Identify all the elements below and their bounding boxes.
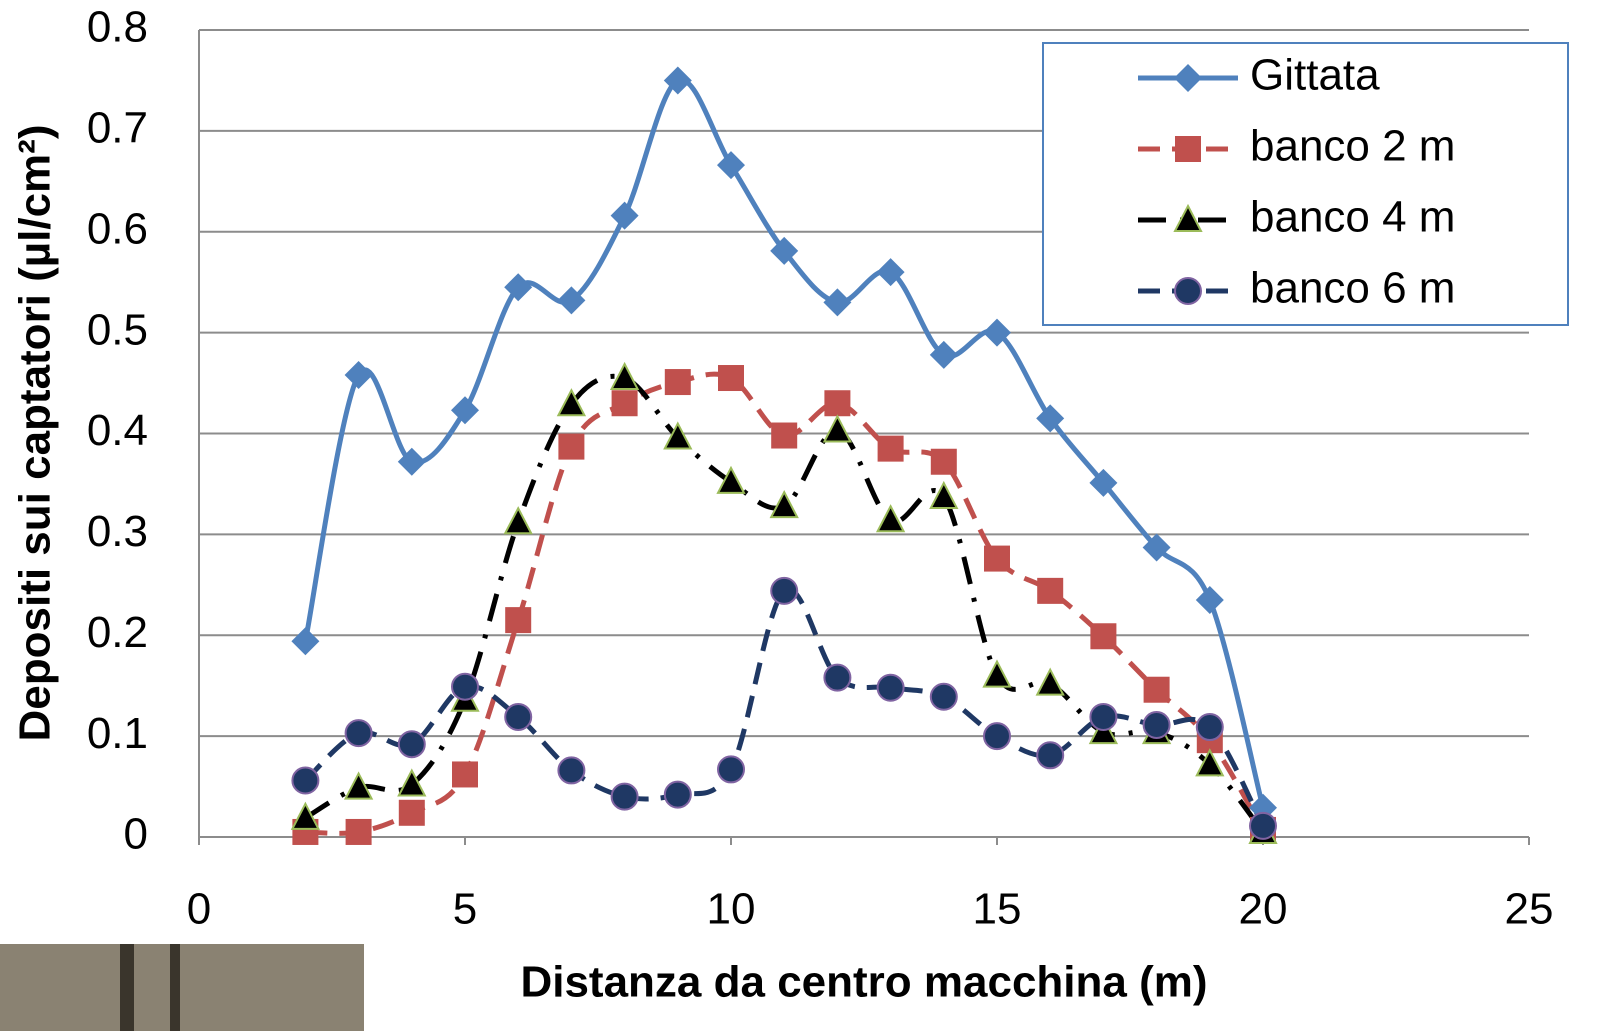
- marker: [1143, 676, 1170, 703]
- marker: [769, 489, 799, 519]
- marker: [982, 659, 1012, 688]
- marker: [1090, 623, 1117, 650]
- photo-fragment: [0, 944, 364, 1031]
- marker: [452, 761, 478, 788]
- marker: [1036, 741, 1065, 770]
- x-tick-label: 20: [1239, 885, 1288, 934]
- marker: [877, 435, 904, 462]
- marker: [1089, 468, 1118, 497]
- x-tick-label: 15: [973, 885, 1022, 934]
- marker: [929, 682, 958, 711]
- marker: [770, 576, 799, 605]
- marker: [397, 768, 427, 797]
- marker: [823, 288, 852, 317]
- marker: [611, 390, 638, 417]
- marker: [1036, 404, 1065, 433]
- marker: [291, 627, 320, 656]
- legend-label: banco 6 m: [1250, 264, 1455, 313]
- marker: [663, 66, 692, 95]
- marker: [770, 236, 799, 265]
- x-tick-label: 5: [453, 885, 477, 934]
- y-tick-label: 0.7: [87, 104, 148, 153]
- marker: [875, 504, 906, 533]
- marker: [984, 545, 1010, 572]
- marker: [1175, 136, 1201, 162]
- x-axis-label: Distanza da centro macchina (m): [520, 958, 1207, 1007]
- y-axis-label: Depositi sui captatori (µl/cm²): [11, 125, 60, 742]
- marker: [1174, 64, 1202, 92]
- x-tick-label: 10: [707, 885, 756, 934]
- y-tick-label: 0.6: [87, 204, 148, 253]
- marker: [929, 480, 959, 510]
- marker: [503, 506, 533, 535]
- legend-box: [1042, 42, 1569, 326]
- marker: [398, 799, 425, 826]
- legend-label: banco 2 m: [1250, 122, 1455, 171]
- marker: [717, 755, 745, 784]
- photo-fragment: [170, 944, 180, 1031]
- marker: [876, 258, 905, 287]
- marker: [663, 421, 693, 450]
- y-tick-label: 0.4: [87, 406, 148, 455]
- marker: [505, 607, 532, 634]
- marker: [557, 286, 586, 315]
- marker: [557, 756, 586, 785]
- marker: [1035, 667, 1065, 696]
- series-line: [303, 586, 1266, 828]
- photo-fragment: [120, 944, 134, 1031]
- y-tick-label: 0: [124, 810, 148, 859]
- y-tick-label: 0.5: [87, 305, 148, 354]
- marker: [504, 273, 533, 302]
- marker: [344, 360, 373, 389]
- y-tick-label: 0.2: [87, 608, 148, 657]
- marker: [556, 388, 587, 417]
- marker: [1089, 702, 1118, 731]
- y-tick-label: 0.8: [87, 3, 148, 52]
- marker: [344, 719, 373, 748]
- marker: [558, 433, 585, 460]
- legend-label: banco 4 m: [1250, 193, 1455, 242]
- marker: [290, 801, 321, 830]
- marker: [1142, 711, 1171, 740]
- marker: [1195, 713, 1224, 742]
- marker: [930, 448, 957, 475]
- y-tick-label: 0.1: [87, 709, 148, 758]
- marker: [291, 766, 320, 795]
- marker: [823, 663, 852, 692]
- marker: [1142, 533, 1171, 562]
- y-tick-label: 0.3: [87, 507, 148, 556]
- marker: [1173, 203, 1203, 232]
- marker: [716, 465, 746, 494]
- marker: [1174, 277, 1202, 305]
- marker: [822, 414, 853, 443]
- marker: [610, 782, 639, 811]
- marker: [876, 673, 905, 702]
- marker: [343, 771, 374, 800]
- marker: [663, 780, 692, 809]
- marker: [929, 340, 958, 369]
- marker: [610, 201, 639, 230]
- marker: [824, 390, 851, 417]
- marker: [397, 730, 426, 759]
- marker: [609, 361, 640, 391]
- marker: [717, 151, 745, 180]
- marker: [451, 396, 479, 425]
- marker: [451, 672, 479, 701]
- marker: [983, 318, 1011, 347]
- marker: [504, 702, 533, 731]
- marker: [1249, 811, 1277, 840]
- marker: [345, 818, 372, 845]
- legend-label: Gittata: [1250, 51, 1380, 100]
- x-tick-label: 25: [1505, 885, 1554, 934]
- marker: [771, 422, 798, 449]
- marker: [718, 365, 744, 392]
- marker: [983, 722, 1011, 751]
- marker: [1195, 748, 1225, 777]
- x-tick-label: 0: [187, 885, 211, 934]
- marker: [1037, 577, 1064, 604]
- marker: [1195, 585, 1224, 614]
- marker: [664, 369, 691, 396]
- marker: [397, 447, 426, 476]
